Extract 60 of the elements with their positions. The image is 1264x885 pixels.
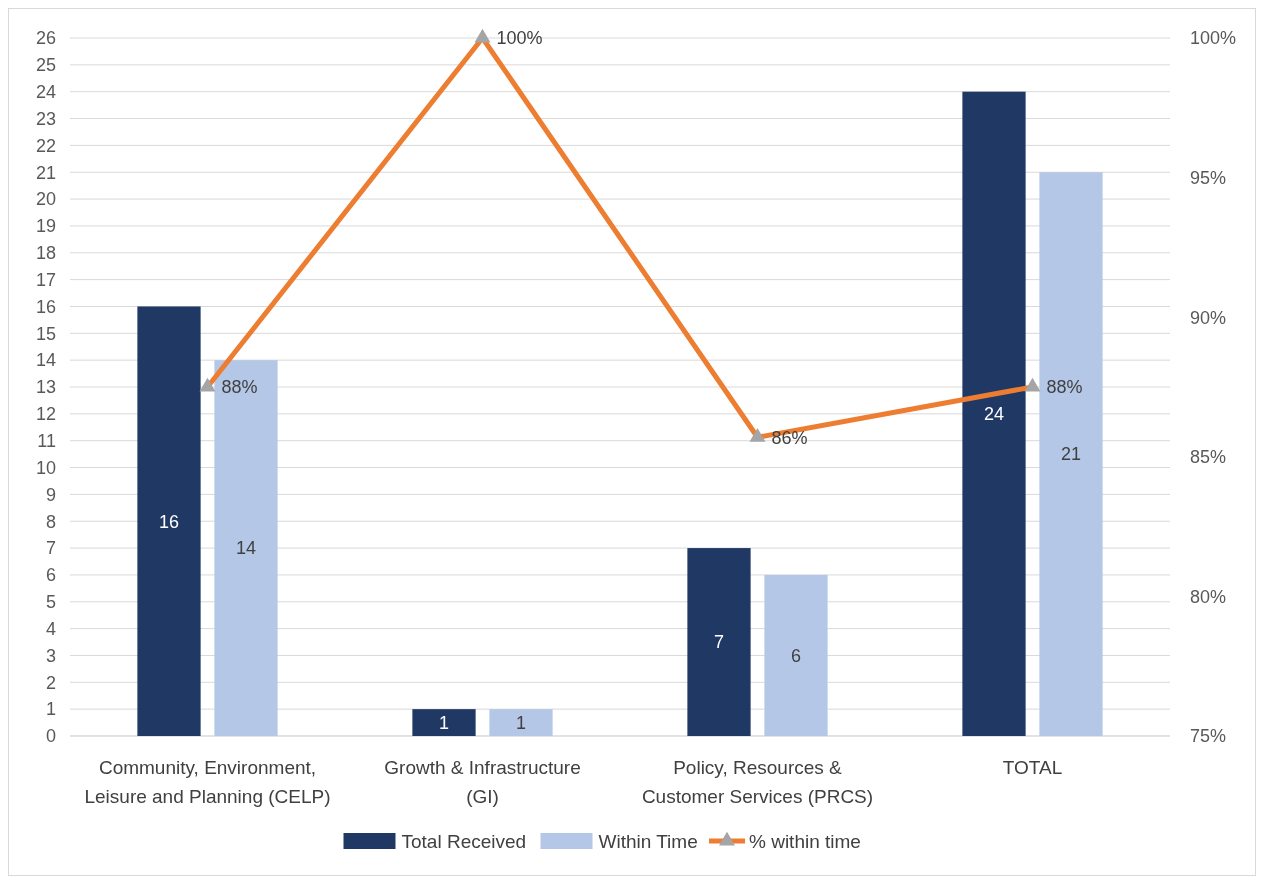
y-tick-label: 25: [35, 55, 56, 76]
y-tick-label: 21: [35, 162, 56, 183]
legend-label: Within Time: [598, 830, 698, 852]
bar: [489, 709, 553, 736]
bar: [1039, 172, 1103, 736]
y-tick-label: 14: [35, 350, 56, 371]
x-tick-label: TOTAL: [1002, 757, 1063, 778]
data-label: 7: [713, 632, 725, 653]
bar: [412, 709, 476, 736]
data-label: 86%: [771, 427, 808, 448]
data-label: 21: [1060, 444, 1082, 465]
legend-label: Total Received: [401, 830, 527, 852]
y-tick-label: 5: [45, 592, 56, 613]
bar: [214, 360, 278, 736]
legend-label: % within time: [749, 830, 861, 852]
y-tick-label: 13: [35, 377, 56, 398]
y-tick-label: 15: [35, 323, 56, 344]
y-tick-label: 0: [45, 726, 56, 747]
y-tick-label: 10: [35, 457, 56, 478]
y2-tick-label: 95%: [1190, 167, 1227, 188]
y-tick-label: 23: [35, 108, 56, 129]
data-label: 100%: [496, 28, 543, 49]
y-tick-label: 17: [35, 269, 56, 290]
y-tick-label: 20: [35, 189, 56, 210]
y2-tick-label: 85%: [1190, 447, 1227, 468]
y2-tick-label: 75%: [1190, 726, 1227, 747]
data-label: 16: [158, 511, 180, 532]
data-label: 1: [438, 712, 450, 733]
y-tick-label: 12: [35, 404, 56, 425]
bar: [687, 548, 751, 736]
data-label: 14: [235, 538, 257, 559]
y-tick-label: 1: [45, 699, 56, 720]
y2-tick-label: 100%: [1190, 28, 1237, 49]
y-tick-label: 8: [45, 511, 56, 532]
data-label: 24: [983, 404, 1005, 425]
y-tick-label: 16: [35, 296, 56, 317]
y-tick-label: 3: [45, 645, 56, 666]
y-tick-label: 11: [37, 430, 56, 451]
y-tick-label: 9: [45, 484, 56, 505]
y2-tick-label: 90%: [1190, 307, 1227, 328]
y-tick-label: 7: [45, 538, 56, 559]
x-tick-label: Growth & Infrastructure (GI): [384, 757, 581, 807]
y-tick-label: 2: [45, 672, 56, 693]
y2-tick-label: 80%: [1190, 586, 1227, 607]
y-tick-label: 19: [35, 216, 56, 237]
bar: [962, 91, 1026, 736]
y-tick-label: 18: [35, 243, 56, 264]
data-label: 88%: [1046, 377, 1083, 398]
bar: [764, 574, 828, 736]
x-tick-label: Policy, Resources & Customer Services (PRCS): [641, 757, 874, 807]
x-tick-label: Community, Environment, Leisure and Planning (CELP): [84, 757, 331, 807]
data-label: 1: [515, 712, 527, 733]
y-tick-label: 4: [45, 618, 56, 639]
y-tick-label: 26: [35, 28, 56, 49]
y-tick-label: 24: [35, 81, 56, 102]
bar: [137, 306, 201, 736]
data-label: 88%: [221, 377, 258, 398]
y-tick-label: 22: [35, 135, 56, 156]
data-label: 6: [790, 645, 802, 666]
y-tick-label: 6: [45, 565, 56, 586]
